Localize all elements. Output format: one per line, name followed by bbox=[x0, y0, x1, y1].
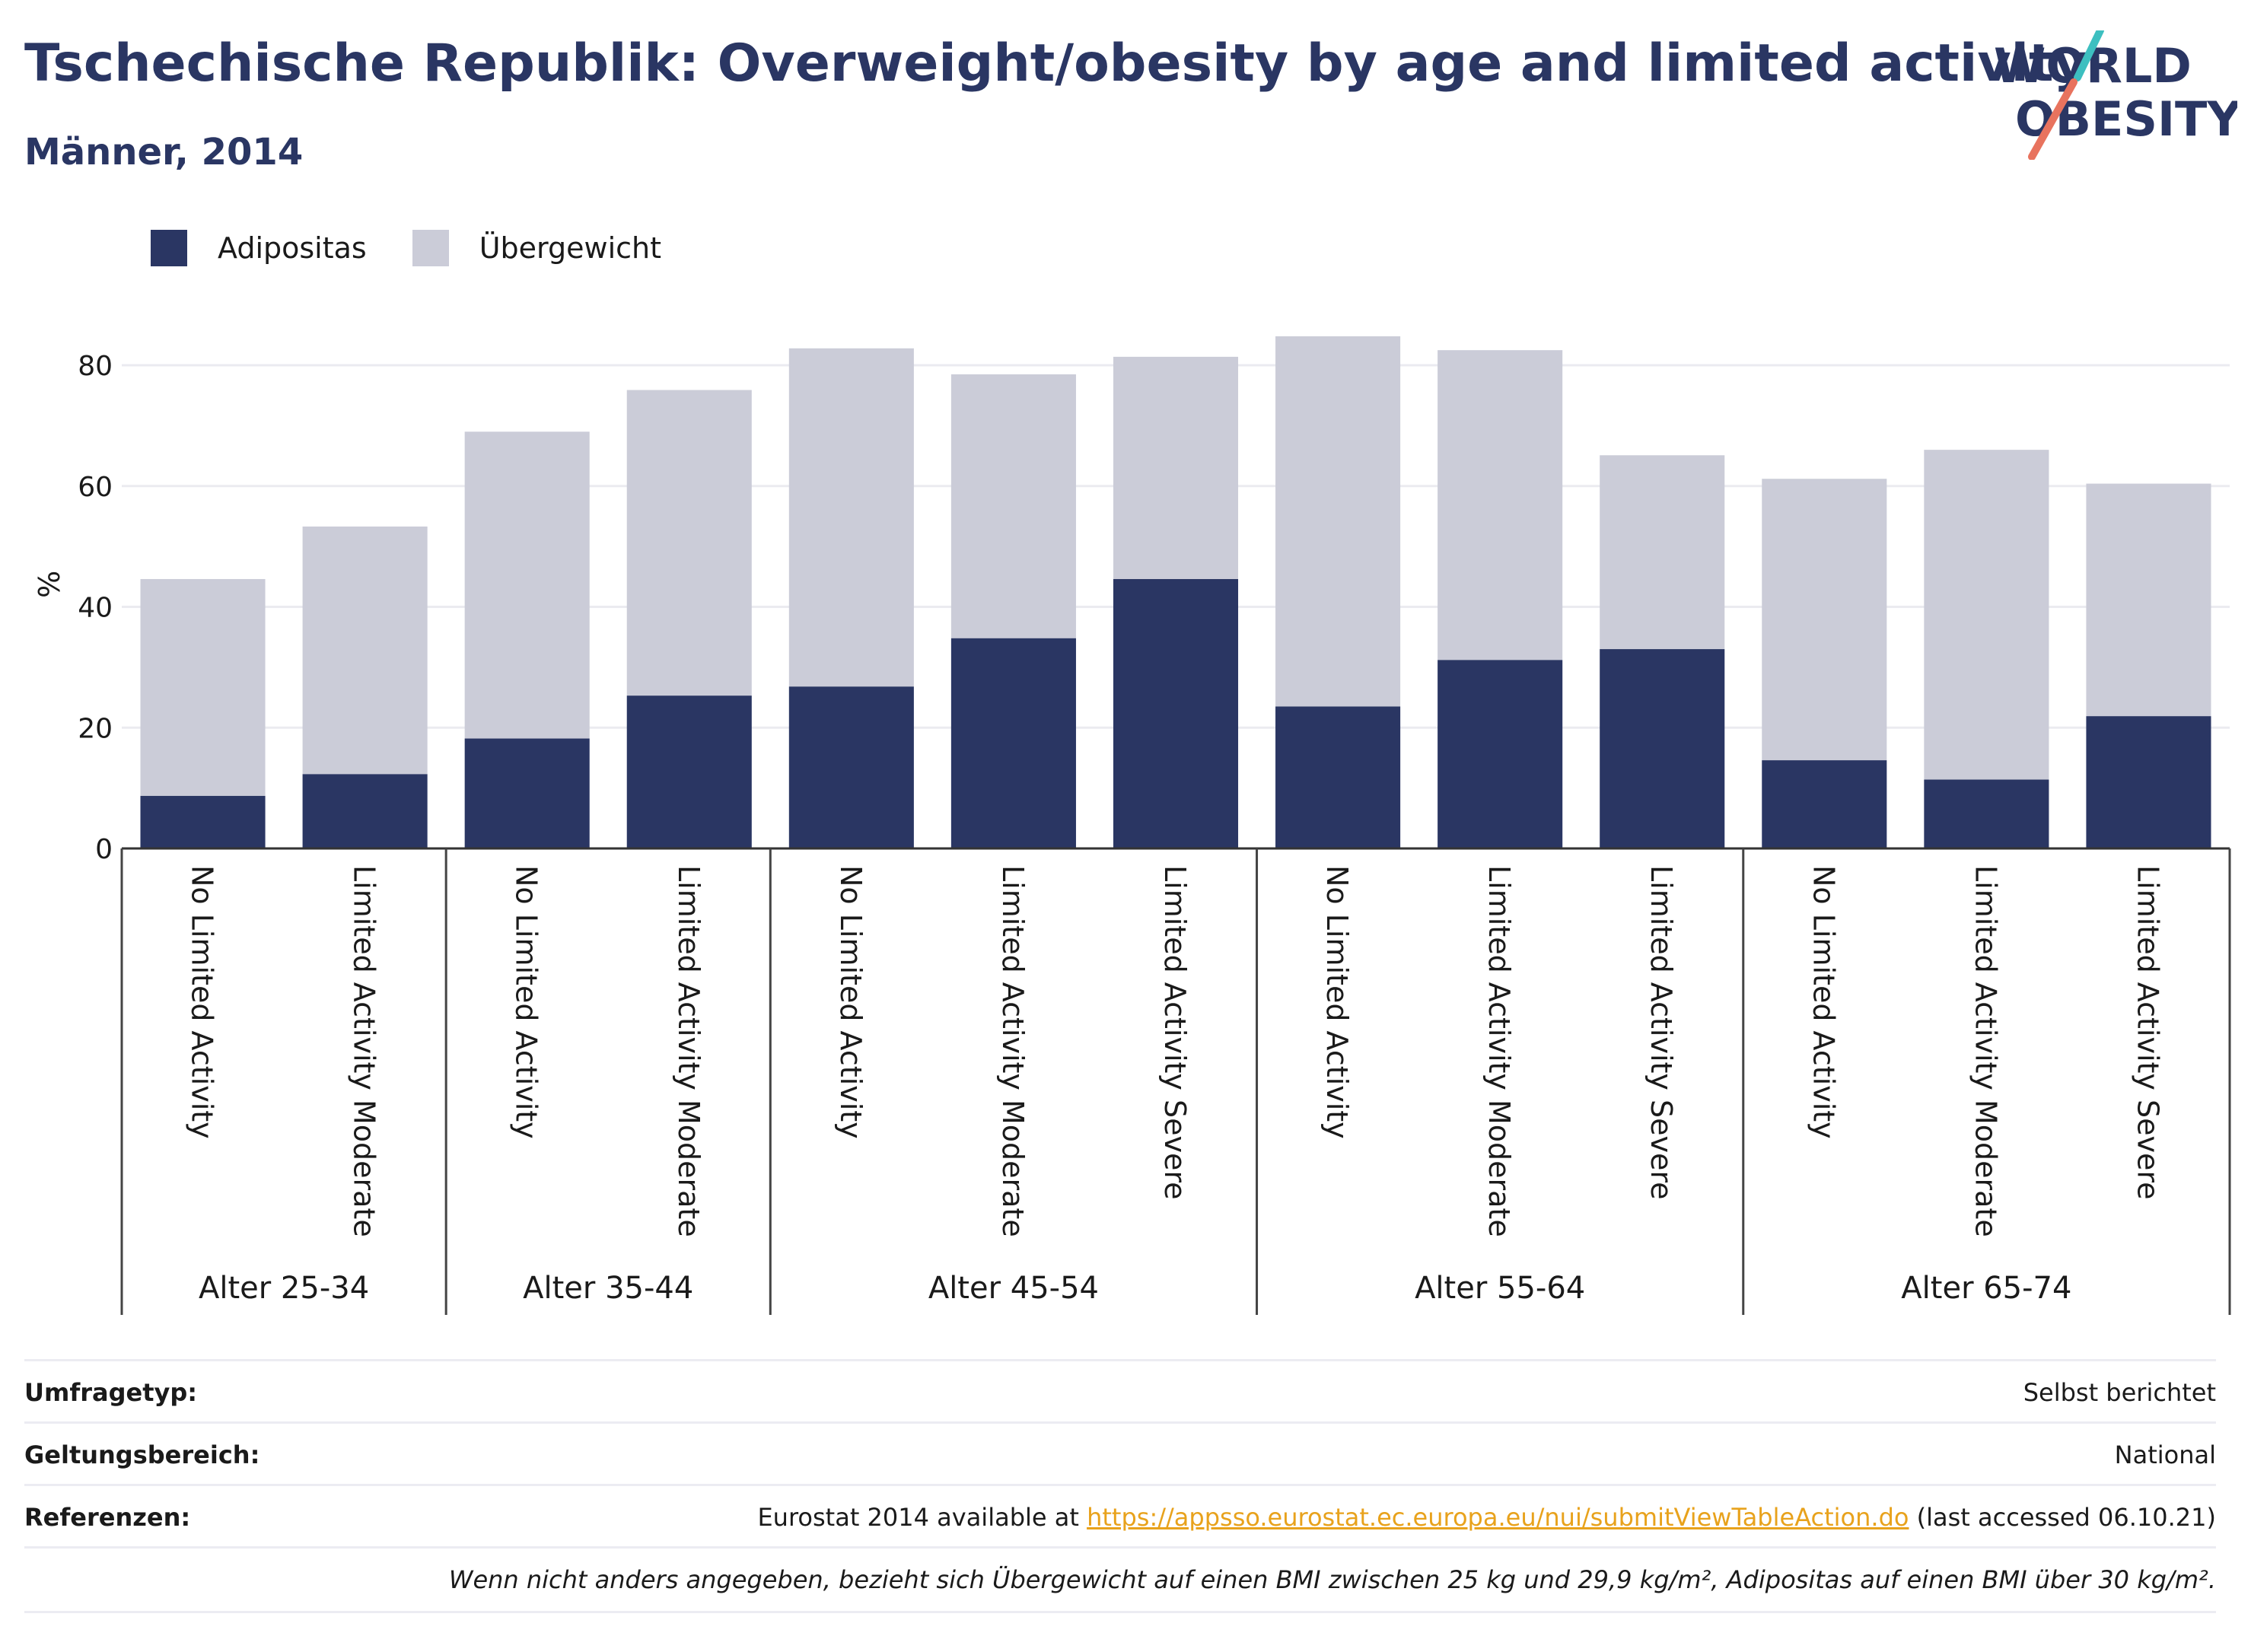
info-label-survey-type: Umfragetyp: bbox=[24, 1378, 198, 1407]
bar-adipositas bbox=[1762, 760, 1887, 848]
logo-coral-stroke bbox=[2028, 78, 2077, 160]
bar-adipositas bbox=[140, 795, 266, 848]
x-tick-label: No Limited Activity bbox=[510, 865, 543, 1139]
info-label-scope: Geltungsbereich: bbox=[24, 1440, 260, 1469]
bar-adipositas bbox=[302, 774, 428, 848]
legend-label-adipositas: Adipositas bbox=[218, 231, 367, 265]
bar-uebergewicht bbox=[140, 578, 266, 796]
group-label: Alter 35-44 bbox=[523, 1271, 693, 1306]
bar-uebergewicht bbox=[788, 348, 914, 687]
legend-swatch-uebergewicht bbox=[412, 230, 449, 266]
reference-link[interactable]: https://appsso.eurostat.ec.europa.eu/nui… bbox=[1087, 1503, 1909, 1532]
bar-adipositas bbox=[1600, 649, 1725, 848]
reference-suffix: (last accessed 06.10.21) bbox=[1909, 1503, 2216, 1532]
bar-adipositas bbox=[464, 738, 590, 848]
x-tick-label: No Limited Activity bbox=[1320, 865, 1354, 1139]
info-row-survey-type: Umfragetyp: Selbst berichtet bbox=[24, 1359, 2216, 1424]
bar-uebergewicht bbox=[1924, 450, 2049, 780]
group-label: Alter 25-34 bbox=[199, 1271, 369, 1306]
info-row-footnote: Wenn nicht anders angegeben, bezieht sic… bbox=[24, 1546, 2216, 1613]
x-tick-label: Limited Activity Moderate bbox=[996, 865, 1030, 1237]
bar-adipositas bbox=[788, 686, 914, 848]
stacked-bar-chart: 0 20 40 60 80% No Limited Activity Limited Act… bbox=[33, 336, 2231, 1315]
x-tick-label: Limited Activity Severe bbox=[1158, 865, 1192, 1200]
bar-uebergewicht bbox=[1438, 350, 1563, 660]
legend-label-uebergewicht: Übergewicht bbox=[479, 231, 661, 265]
group-label: Alter 55-64 bbox=[1415, 1271, 1585, 1306]
bar-adipositas bbox=[1438, 660, 1563, 848]
bar-adipositas bbox=[1113, 578, 1239, 848]
chart-subtitle: Männer, 2014 bbox=[24, 131, 304, 173]
info-value-references: Eurostat 2014 available at https://appss… bbox=[757, 1503, 2216, 1532]
y-tick-label: 40 bbox=[78, 593, 113, 624]
bar-uebergewicht bbox=[1275, 336, 1401, 707]
bar-adipositas bbox=[2086, 716, 2211, 848]
bar-uebergewicht bbox=[626, 390, 752, 696]
bar-adipositas bbox=[1275, 706, 1401, 848]
legend-item-adipositas: Adipositas bbox=[151, 230, 367, 266]
y-tick-label: 80 bbox=[78, 351, 113, 382]
bar-uebergewicht bbox=[1762, 479, 1887, 761]
chart-title: Tschechische Republik: Overweight/obesit… bbox=[24, 33, 2087, 94]
info-label-references: Referenzen: bbox=[24, 1503, 191, 1532]
x-tick-label: Limited Activity Moderate bbox=[348, 865, 381, 1237]
bar-adipositas bbox=[1924, 779, 2049, 848]
info-value-survey-type: Selbst berichtet bbox=[2023, 1378, 2216, 1407]
world-obesity-logo: WORLD OBESITY bbox=[1994, 30, 2237, 160]
y-tick-label: 20 bbox=[78, 713, 113, 744]
x-tick-label: Limited Activity Moderate bbox=[672, 865, 705, 1237]
info-row-references: Referenzen: Eurostat 2014 available at h… bbox=[24, 1484, 2216, 1549]
legend-item-uebergewicht: Übergewicht bbox=[412, 230, 661, 266]
bar-uebergewicht bbox=[2086, 483, 2211, 717]
chart-legend: Adipositas Übergewicht bbox=[151, 225, 707, 271]
x-tick-label: Limited Activity Moderate bbox=[1482, 865, 1516, 1237]
logo-teal-stroke bbox=[2074, 30, 2104, 81]
x-tick-label: Limited Activity Moderate bbox=[1969, 865, 2002, 1237]
x-tick-label: No Limited Activity bbox=[1807, 865, 1840, 1139]
y-axis-label: % bbox=[33, 571, 66, 598]
legend-swatch-adipositas bbox=[151, 230, 187, 266]
y-tick-label: 0 bbox=[95, 834, 113, 865]
info-value-scope: National bbox=[2114, 1440, 2216, 1469]
bar-adipositas bbox=[950, 638, 1076, 848]
bar-uebergewicht bbox=[1113, 356, 1239, 579]
bar-uebergewicht bbox=[1600, 455, 1725, 650]
bar-uebergewicht bbox=[302, 526, 428, 775]
group-label: Alter 45-54 bbox=[928, 1271, 1099, 1306]
x-tick-label: No Limited Activity bbox=[186, 865, 219, 1139]
info-row-scope: Geltungsbereich: National bbox=[24, 1421, 2216, 1486]
x-tick-label: No Limited Activity bbox=[834, 865, 868, 1139]
y-tick-label: 60 bbox=[78, 472, 113, 503]
footnote-text: Wenn nicht anders angegeben, bezieht sic… bbox=[448, 1565, 2216, 1594]
bar-adipositas bbox=[626, 695, 752, 848]
bar-uebergewicht bbox=[464, 431, 590, 739]
reference-prefix: Eurostat 2014 available at bbox=[757, 1503, 1087, 1532]
x-tick-label: Limited Activity Severe bbox=[2131, 865, 2164, 1200]
bar-uebergewicht bbox=[950, 374, 1076, 638]
x-tick-label: Limited Activity Severe bbox=[1644, 865, 1678, 1200]
group-label: Alter 65-74 bbox=[1901, 1271, 2071, 1306]
